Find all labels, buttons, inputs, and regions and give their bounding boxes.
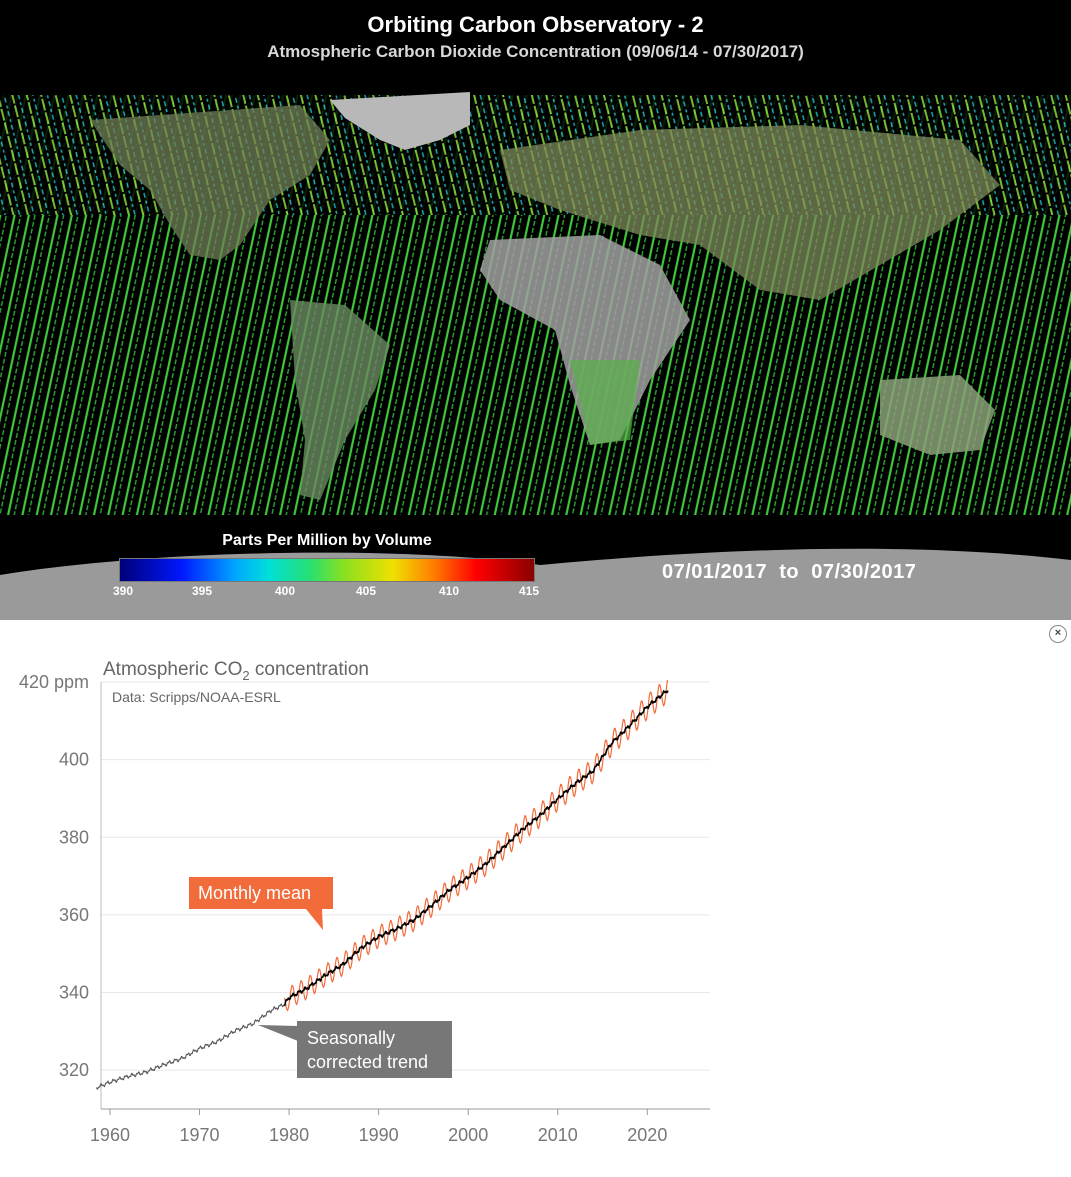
date-range: 07/01/2017 to 07/30/2017 [662,561,916,584]
x-tick-label: 1970 [179,1125,219,1145]
date-end: 07/30/2017 [811,561,917,583]
callout-trend-line2: corrected trend [307,1052,428,1072]
axes: 420 ppm 400 380 360 340 320 1960 1970 1980 1990 20… [19,672,710,1145]
y-tick-label: 400 [59,750,89,770]
callout-trend-line1: Seasonally [307,1028,395,1048]
close-button[interactable]: × [1049,625,1067,643]
trend-line-early [95,1003,285,1090]
colorbar-tick: 395 [191,584,213,598]
chart-source: Data: Scripps/NOAA-ESRL [112,689,281,705]
colorbar-tick: 400 [274,584,296,598]
colorbar-title: Parts Per Million by Volume [222,532,432,549]
map-title: Orbiting Carbon Observatory - 2 [367,12,704,37]
date-to: to [779,561,800,583]
colorbar [119,558,535,582]
co2-satellite-map: Orbiting Carbon Observatory - 2 Atmosphe… [0,0,1071,620]
colorbar-tick: 390 [112,584,134,598]
x-tick-label: 1990 [359,1125,399,1145]
y-tick-label: 420 ppm [19,672,89,692]
colorbar-tick: 405 [355,584,377,598]
date-start: 07/01/2017 [662,561,768,583]
colorbar-tick: 415 [518,584,540,598]
x-tick-label: 2010 [538,1125,578,1145]
x-tick-label: 2020 [627,1125,667,1145]
y-tick-label: 320 [59,1060,89,1080]
y-tick-label: 380 [59,827,89,847]
co2-line-chart: 420 ppm 400 380 360 340 320 1960 1970 1980 1990 20… [19,659,710,1145]
y-tick-label: 340 [59,983,89,1003]
x-tick-label: 1960 [90,1125,130,1145]
monthly-mean-line [284,680,669,1012]
colorbar-tick: 410 [438,584,460,598]
chart-title: Atmospheric CO2 concentration [103,659,369,683]
gridlines [101,681,710,1071]
series [95,680,669,1090]
callout-monthly-label: Monthly mean [198,883,311,903]
callout-seasonal-trend: Seasonally corrected trend [258,1021,452,1078]
x-tick-label: 1980 [269,1125,309,1145]
x-tick-label: 2000 [448,1125,488,1145]
y-tick-label: 360 [59,905,89,925]
world-map-graphic [0,92,1071,620]
map-subtitle: Atmospheric Carbon Dioxide Concentration… [267,42,804,61]
callout-monthly-mean: Monthly mean [189,877,333,930]
trend-line [283,689,669,1007]
